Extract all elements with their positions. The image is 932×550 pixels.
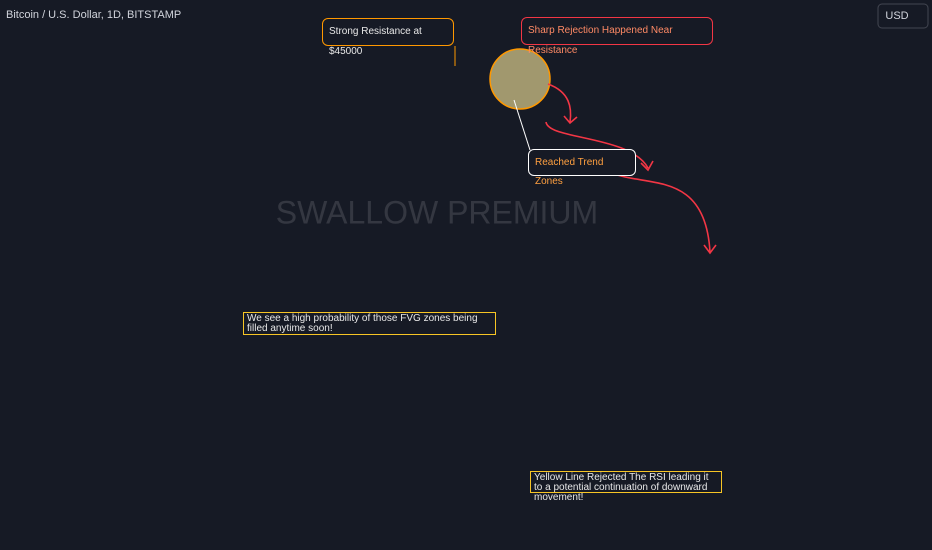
currency-label: USD — [885, 10, 908, 22]
callout-line — [513, 99, 531, 151]
annotation: We see a high probability of those FVG z… — [243, 312, 496, 335]
arrow — [547, 83, 572, 123]
arrow-head — [563, 115, 578, 125]
arrow-head — [640, 160, 654, 172]
annotation: Sharp Rejection Happened Near Resistance — [521, 17, 713, 56]
arrow — [545, 121, 649, 169]
symbol-title: Bitcoin / U.S. Dollar, 1D, BITSTAMP — [6, 9, 181, 21]
annotation: Strong Resistance at $45000 — [322, 18, 454, 57]
annotation: Yellow Line Rejected The RSI leading it … — [530, 471, 722, 503]
currency-button[interactable] — [877, 3, 929, 29]
arrow-head — [703, 244, 717, 255]
watermark: SWALLOW PREMIUM — [276, 194, 598, 230]
annotation: Reached Trend Zones — [528, 149, 636, 187]
highlight-circle — [489, 48, 551, 110]
